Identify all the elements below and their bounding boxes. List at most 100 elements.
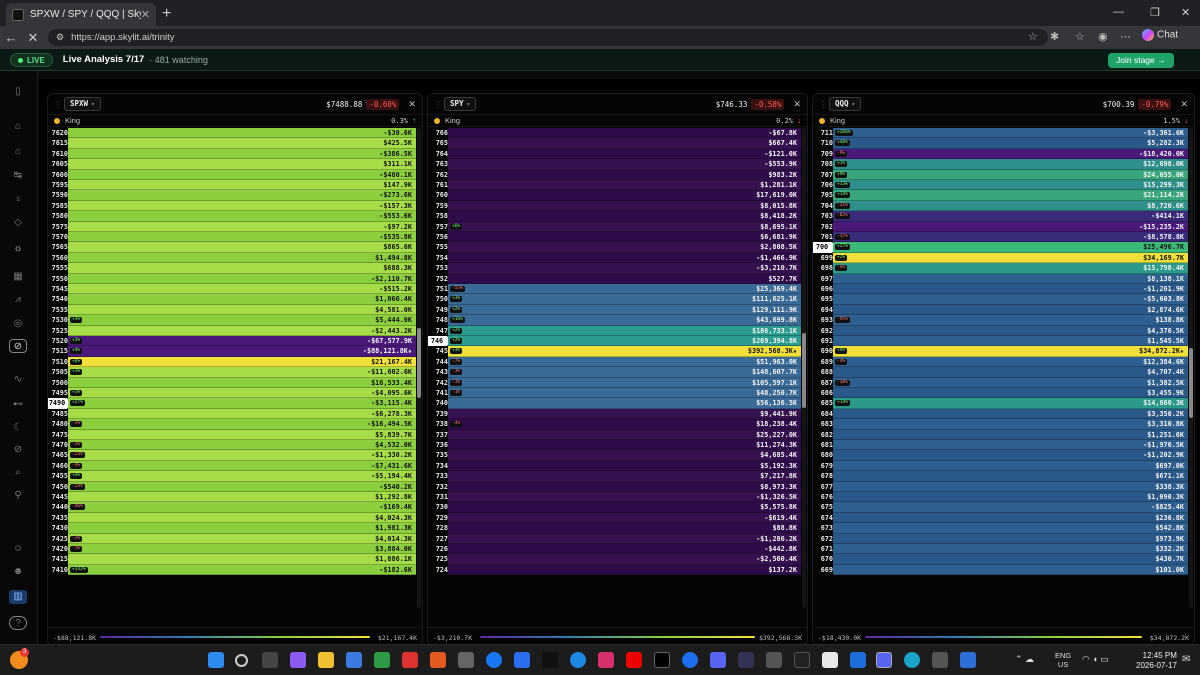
edge-icon[interactable] — [904, 652, 920, 668]
strike-row[interactable]: $5,192.3K 734 — [428, 460, 801, 472]
strike-row[interactable]: -$15,235.2K 702 — [813, 221, 1188, 232]
panel-toggle-icon[interactable]: ▯ — [15, 86, 21, 97]
dashboard-icon[interactable]: ⌂ — [14, 146, 22, 157]
strike-row[interactable]: $25,496.7K +27% 700 — [813, 242, 1188, 253]
strike-row[interactable]: -$540.2K -24% 7450 — [48, 481, 416, 492]
tradingview-icon[interactable] — [794, 652, 810, 668]
strike-row[interactable]: -$553.9K 763 — [428, 159, 801, 170]
strike-row[interactable]: -$515.2K 7545 — [48, 284, 416, 295]
strike-row[interactable]: $1,494.8K 7560 — [48, 252, 416, 264]
scrollbar[interactable] — [417, 128, 421, 608]
media-player-icon[interactable] — [570, 652, 586, 668]
strike-row[interactable]: $430.7K 670 — [813, 554, 1188, 565]
strike-row[interactable]: $1,090.3K 676 — [813, 492, 1188, 503]
strike-row[interactable]: -$88,121.8K★ +4% 7515 — [48, 346, 416, 357]
strike-row[interactable]: $4,581.0K 7535 — [48, 304, 416, 316]
trinity-icon[interactable]: ⊘ — [9, 339, 27, 353]
strike-row[interactable]: -$1,466.9K 754 — [428, 252, 801, 264]
strike-row[interactable]: -$5,603.8K 695 — [813, 294, 1188, 305]
help-icon[interactable]: ? — [9, 616, 27, 630]
strike-row[interactable]: $2,808.5K 755 — [428, 242, 801, 253]
strike-row[interactable]: $865.6K 7565 — [48, 242, 416, 253]
extensions-icon[interactable]: ✱ — [1050, 31, 1060, 43]
strike-row[interactable]: $25,227.0K 737 — [428, 429, 801, 440]
app-cup-icon[interactable] — [822, 652, 838, 668]
strike-row[interactable]: $147.9K 7595 — [48, 180, 416, 191]
strike-row[interactable]: -$619.4K 729 — [428, 512, 801, 524]
url-field[interactable]: ⚙ https://app.skylit.ai/trinity — [48, 29, 1048, 46]
strike-row[interactable]: $1,251.6K 682 — [813, 429, 1188, 440]
strike-row[interactable]: $8,720.6K -21% 704 — [813, 200, 1188, 212]
start-icon[interactable] — [208, 652, 224, 668]
home-icon[interactable]: ⌂ — [14, 121, 22, 132]
app-cube-icon[interactable] — [766, 652, 782, 668]
strike-row[interactable]: $4,685.4K 735 — [428, 450, 801, 461]
strike-row[interactable]: $5,839.7K 7475 — [48, 429, 416, 440]
scrollbar-thumb[interactable] — [417, 328, 421, 398]
strike-row[interactable]: -$386.5K 7610 — [48, 148, 416, 160]
teams-icon[interactable] — [960, 652, 976, 668]
ideas-icon[interactable]: ♀ — [14, 194, 22, 205]
strike-row[interactable]: $5,444.0K +3% 7530 — [48, 315, 416, 326]
strike-row[interactable]: -$16,494.5K -2% 7480 — [48, 419, 416, 430]
strike-row[interactable]: $48,250.7K -1% 741 — [428, 388, 801, 399]
app-chart-icon[interactable] — [738, 652, 754, 668]
strike-row[interactable]: $6,681.9K 756 — [428, 232, 801, 243]
tab-close-icon[interactable]: ✕ — [140, 9, 150, 21]
strike-row[interactable]: $392,568.3K★ +3% 745 — [428, 346, 801, 357]
youtube-icon[interactable] — [626, 652, 642, 668]
users-icon[interactable]: ☺ — [12, 543, 24, 554]
facebook-icon[interactable] — [486, 652, 502, 668]
strike-row[interactable]: $269,394.8K +2% 746 — [428, 336, 801, 347]
strike-row[interactable]: $56,136.5K 740 — [428, 398, 801, 409]
app-ghost-icon[interactable] — [710, 652, 726, 668]
trello-icon[interactable] — [514, 652, 530, 668]
strike-row[interactable]: $105,597.1K -3% 742 — [428, 377, 801, 388]
new-tab-icon[interactable]: + — [162, 5, 172, 22]
strike-row[interactable]: $34,872.2K★ +4% 690 — [813, 346, 1188, 357]
strike-row[interactable]: -$553.6K 7580 — [48, 211, 416, 222]
chart-icon[interactable]: ⩘ — [15, 294, 21, 305]
strike-row[interactable]: $1,382.5K -30% 687 — [813, 377, 1188, 388]
strike-row[interactable]: $17,619.0K 760 — [428, 190, 801, 201]
strike-row[interactable]: -$1,286.2K 727 — [428, 533, 801, 544]
strike-row[interactable]: $8,138.1K 697 — [813, 273, 1188, 284]
strike-row[interactable]: $527.7K 752 — [428, 273, 801, 284]
strike-row[interactable]: $101.0K 669 — [813, 564, 1188, 576]
strike-row[interactable]: $4,707.4K 688 — [813, 367, 1188, 378]
strike-row[interactable]: -$5,194.4K +4% 7455 — [48, 471, 416, 482]
restore-icon[interactable]: ❐ — [1150, 7, 1160, 19]
favorites-icon[interactable]: ☆ — [1075, 31, 1085, 43]
target-icon[interactable]: ⊘ — [13, 444, 23, 455]
ticker-select-qqq[interactable]: QQQ ▾ — [829, 97, 862, 111]
strike-row[interactable]: -$2,443.2K 7525 — [48, 325, 416, 336]
instagram-icon[interactable] — [598, 652, 614, 668]
strike-row[interactable]: -$480.1K 7600 — [48, 169, 416, 180]
strike-row[interactable]: $5,282.3K +48% 710 — [813, 138, 1188, 149]
strike-row[interactable]: $111,625.1K +3% 750 — [428, 294, 801, 305]
strike-row[interactable]: $7,217.8K 733 — [428, 471, 801, 482]
strike-row[interactable]: -$1,330.2K -24% 7465 — [48, 450, 416, 461]
strike-row[interactable]: $4,024.3K 7435 — [48, 512, 416, 524]
strike-row[interactable]: -$414.1K -82% 703 — [813, 211, 1188, 222]
app-arrow-icon[interactable] — [850, 652, 866, 668]
strike-row[interactable]: $2,874.6K 694 — [813, 304, 1188, 316]
strike-row[interactable]: -$121.0K 764 — [428, 148, 801, 160]
file-explorer-icon[interactable] — [318, 652, 334, 668]
flow-icon[interactable]: ↹ — [13, 170, 23, 181]
strike-row[interactable]: $4,376.5K 692 — [813, 325, 1188, 336]
more-menu-icon[interactable]: ⋯ — [1120, 31, 1131, 43]
strike-row[interactable]: $21,167.4K +6% 7510 — [48, 356, 416, 368]
strike-row[interactable]: -$67.8K 766 — [428, 128, 801, 139]
strike-row[interactable]: -$442.8K 726 — [428, 544, 801, 555]
grid-icon[interactable]: ▦ — [13, 271, 23, 282]
x-icon[interactable] — [654, 652, 670, 668]
strike-row[interactable]: $8,695.1K +6% 757 — [428, 221, 801, 232]
strike-row[interactable]: $34,169.7K +2% 699 — [813, 252, 1188, 264]
strike-row[interactable]: $129,111.9K +2% 749 — [428, 304, 801, 316]
strike-row[interactable]: $138.8K -95% 693 — [813, 315, 1188, 326]
strike-row[interactable]: $667.4K 765 — [428, 138, 801, 149]
ticker-select-spy[interactable]: SPY ▾ — [444, 97, 477, 111]
strike-row[interactable]: $14,860.3K +14% 685 — [813, 398, 1188, 409]
browser-tab[interactable]: SPXW / SPY / QQQ | Skylit ✕ — [6, 3, 156, 26]
